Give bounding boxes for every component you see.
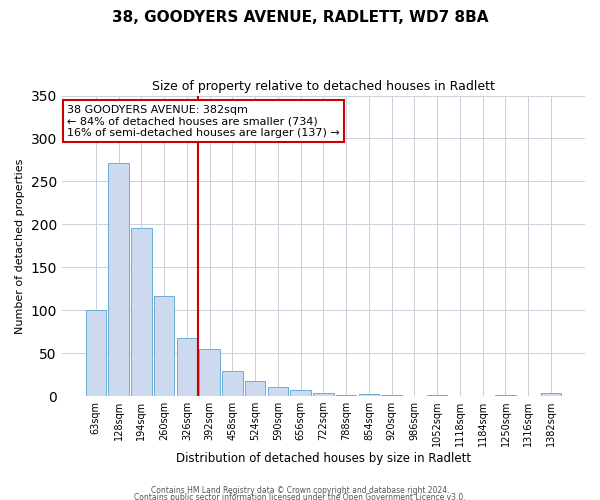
Bar <box>245 382 265 396</box>
Text: 38, GOODYERS AVENUE, RADLETT, WD7 8BA: 38, GOODYERS AVENUE, RADLETT, WD7 8BA <box>112 10 488 25</box>
Text: Contains HM Land Registry data © Crown copyright and database right 2024.: Contains HM Land Registry data © Crown c… <box>151 486 449 495</box>
Text: Contains public sector information licensed under the Open Government Licence v3: Contains public sector information licen… <box>134 494 466 500</box>
Bar <box>359 394 379 396</box>
Bar <box>154 296 175 396</box>
Bar <box>495 395 516 396</box>
Bar <box>109 162 129 396</box>
Bar <box>176 338 197 396</box>
Bar <box>313 392 334 396</box>
X-axis label: Distribution of detached houses by size in Radlett: Distribution of detached houses by size … <box>176 452 471 465</box>
Text: 38 GOODYERS AVENUE: 382sqm
← 84% of detached houses are smaller (734)
16% of sem: 38 GOODYERS AVENUE: 382sqm ← 84% of deta… <box>67 104 340 138</box>
Bar <box>131 228 152 396</box>
Title: Size of property relative to detached houses in Radlett: Size of property relative to detached ho… <box>152 80 495 93</box>
Bar <box>541 392 561 396</box>
Bar <box>222 371 242 396</box>
Bar <box>290 390 311 396</box>
Bar <box>268 386 288 396</box>
Bar <box>86 310 106 396</box>
Y-axis label: Number of detached properties: Number of detached properties <box>15 158 25 334</box>
Bar <box>382 395 402 396</box>
Bar <box>199 349 220 396</box>
Bar <box>336 395 356 396</box>
Bar <box>427 395 448 396</box>
